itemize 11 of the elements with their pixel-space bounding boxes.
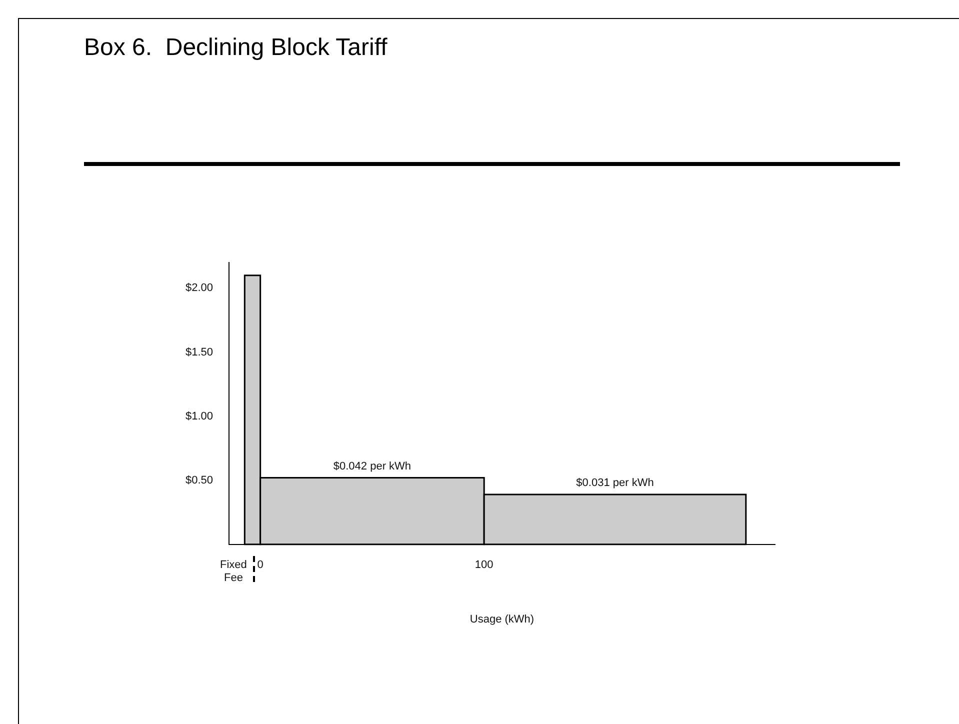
x-axis-title: Usage (kWh) [470, 613, 534, 626]
y-tick-label: $1.00 [185, 410, 213, 422]
y-tick-label: $1.50 [185, 346, 213, 358]
y-tick-label: $0.50 [185, 474, 213, 486]
chart-title: Box 6. Declining Block Tariff [84, 34, 388, 62]
x-tick-label: Fixed Fee [220, 559, 247, 584]
x-tick-label: 0 [257, 559, 264, 572]
y-tick-label: $2.00 [185, 282, 213, 294]
annotation: $0.031 per kWh [576, 476, 654, 489]
annotation: $0.042 per kWh [333, 460, 412, 472]
x-tick-label: 100 [474, 559, 494, 572]
